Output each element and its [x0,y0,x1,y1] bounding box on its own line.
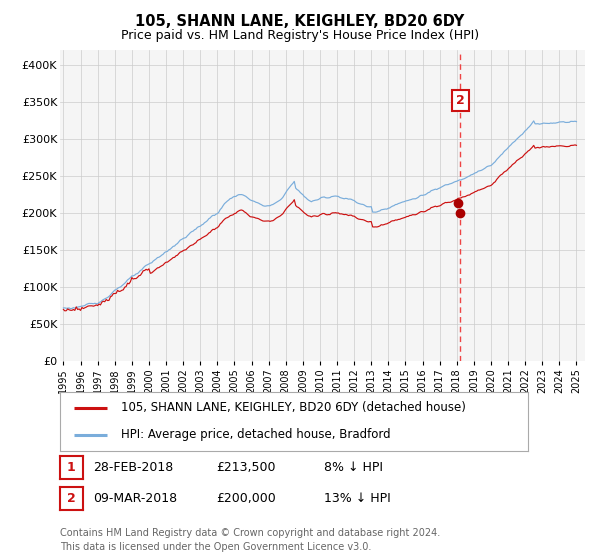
Text: 105, SHANN LANE, KEIGHLEY, BD20 6DY: 105, SHANN LANE, KEIGHLEY, BD20 6DY [136,14,464,29]
Text: 8% ↓ HPI: 8% ↓ HPI [324,461,383,474]
Text: Contains HM Land Registry data © Crown copyright and database right 2024.: Contains HM Land Registry data © Crown c… [60,528,440,538]
Text: 28-FEB-2018: 28-FEB-2018 [93,461,173,474]
Text: £200,000: £200,000 [216,492,276,505]
Text: £213,500: £213,500 [216,461,275,474]
Text: 2: 2 [67,492,76,505]
Text: 2: 2 [456,94,465,107]
Text: Price paid vs. HM Land Registry's House Price Index (HPI): Price paid vs. HM Land Registry's House … [121,29,479,42]
Text: HPI: Average price, detached house, Bradford: HPI: Average price, detached house, Brad… [121,428,391,441]
Text: 105, SHANN LANE, KEIGHLEY, BD20 6DY (detached house): 105, SHANN LANE, KEIGHLEY, BD20 6DY (det… [121,402,466,414]
Text: 13% ↓ HPI: 13% ↓ HPI [324,492,391,505]
Text: This data is licensed under the Open Government Licence v3.0.: This data is licensed under the Open Gov… [60,542,371,552]
Text: 09-MAR-2018: 09-MAR-2018 [93,492,177,505]
Text: 1: 1 [67,461,76,474]
